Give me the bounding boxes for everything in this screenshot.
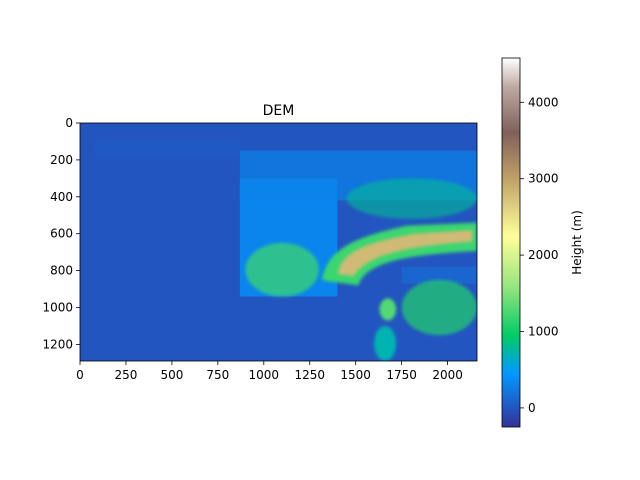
- heatmap-area: [80, 123, 477, 361]
- jura-and-black-forest: [346, 178, 477, 219]
- apennines: [401, 279, 477, 336]
- colorbar-label: Height (m): [570, 210, 584, 275]
- english-coast-fragments: [94, 141, 240, 157]
- colorbar-tick-label: 4000: [528, 95, 559, 109]
- x-axis: 0 250 500 750 1000 1250 1500 1750 2000: [76, 361, 463, 382]
- x-tick-label: 750: [206, 368, 229, 382]
- colorbar-tick-label: 2000: [528, 248, 559, 262]
- x-tick-label: 1250: [294, 368, 325, 382]
- colorbar-axis: 0 1000 2000 3000 4000: [520, 95, 559, 415]
- plot-frame: [79, 122, 478, 362]
- x-tick-label: 250: [114, 368, 137, 382]
- x-tick-label: 1500: [340, 368, 371, 382]
- x-tick-label: 2000: [432, 368, 463, 382]
- colorbar-tick-label: 3000: [528, 172, 559, 186]
- y-tick-label: 800: [50, 264, 73, 278]
- chart-title: DEM: [263, 103, 295, 119]
- colorbar-tick-label: 1000: [528, 325, 559, 339]
- y-axis: 0 200 400 600 800 1000 1200: [42, 116, 80, 351]
- colorbar-tick-label: 0: [528, 401, 536, 415]
- po-valley: [401, 266, 477, 284]
- y-tick-label: 1200: [42, 337, 73, 351]
- terrain-layer: [94, 141, 477, 361]
- y-tick-label: 0: [65, 116, 73, 130]
- y-tick-label: 200: [50, 153, 73, 167]
- x-tick-label: 500: [160, 368, 183, 382]
- x-tick-label: 0: [76, 368, 84, 382]
- x-tick-label: 1000: [249, 368, 280, 382]
- colorbar: [501, 57, 521, 428]
- y-tick-label: 400: [50, 190, 73, 204]
- sardinia: [374, 325, 397, 361]
- y-tick-label: 1000: [42, 300, 73, 314]
- x-tick-label: 1750: [386, 368, 417, 382]
- corsica: [379, 298, 397, 321]
- y-tick-label: 600: [50, 227, 73, 241]
- massif-central: [245, 242, 319, 297]
- alps-arc: [337, 230, 473, 276]
